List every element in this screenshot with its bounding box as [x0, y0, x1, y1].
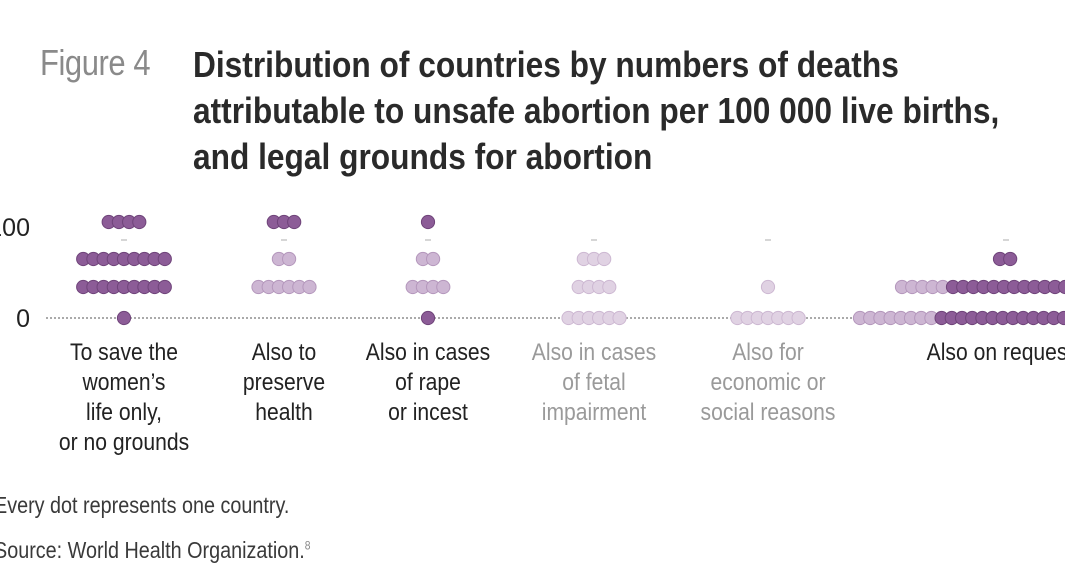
category-label: health — [255, 399, 313, 426]
country-dot — [420, 214, 436, 230]
y-tick-label: 100 — [0, 214, 30, 242]
country-dot — [420, 310, 436, 326]
category-label: of rape — [395, 369, 461, 396]
country-dot — [157, 279, 172, 295]
source-text: Source: World Health Organization. — [0, 537, 305, 563]
category-label: or no grounds — [59, 429, 189, 456]
country-dot — [436, 279, 451, 295]
country-dot — [602, 279, 617, 295]
country-dot — [302, 279, 317, 295]
category-label: Also to — [252, 339, 317, 366]
country-dot — [597, 251, 612, 267]
country-dot — [1003, 251, 1018, 267]
category-label: of fetal — [562, 369, 625, 396]
category-label: Also in cases — [532, 339, 656, 366]
category-label: preserve — [243, 369, 325, 396]
category-label: social reasons — [701, 399, 836, 426]
country-dot — [1058, 279, 1065, 295]
legend-note: Every dot represents one country. — [0, 492, 290, 518]
country-dot — [116, 310, 132, 326]
country-dot — [760, 279, 776, 295]
country-dot — [612, 310, 627, 326]
category-label: Also in cases — [366, 339, 490, 366]
category-label: life only, — [86, 399, 162, 426]
y-tick-label: 0 — [16, 305, 30, 333]
country-dot — [157, 251, 172, 267]
category-label: Also on request — [927, 339, 1065, 366]
source-note: Source: World Health Organization.8 — [0, 537, 311, 564]
category-label: impairment — [542, 399, 647, 426]
country-dot — [426, 251, 441, 267]
country-dot — [282, 251, 297, 267]
category-label: economic or — [711, 369, 826, 396]
title-line: attributable to unsafe abortion per 100 … — [193, 90, 1000, 131]
category-label: women’s — [82, 369, 166, 396]
figure-label: Figure 4 — [40, 42, 151, 83]
country-dot — [287, 214, 302, 230]
title-line: Distribution of countries by numbers of … — [193, 44, 899, 85]
category-label: or incest — [388, 399, 468, 426]
title-line: and legal grounds for abortion — [193, 136, 653, 177]
country-dot — [791, 310, 806, 326]
category-label: Also for — [732, 339, 804, 366]
category-label: To save the — [70, 339, 178, 366]
country-dot — [1056, 310, 1065, 326]
figure-title: Distribution of countries by numbers of … — [193, 42, 999, 180]
source-ref: 8 — [304, 538, 311, 553]
country-dot — [132, 214, 147, 230]
